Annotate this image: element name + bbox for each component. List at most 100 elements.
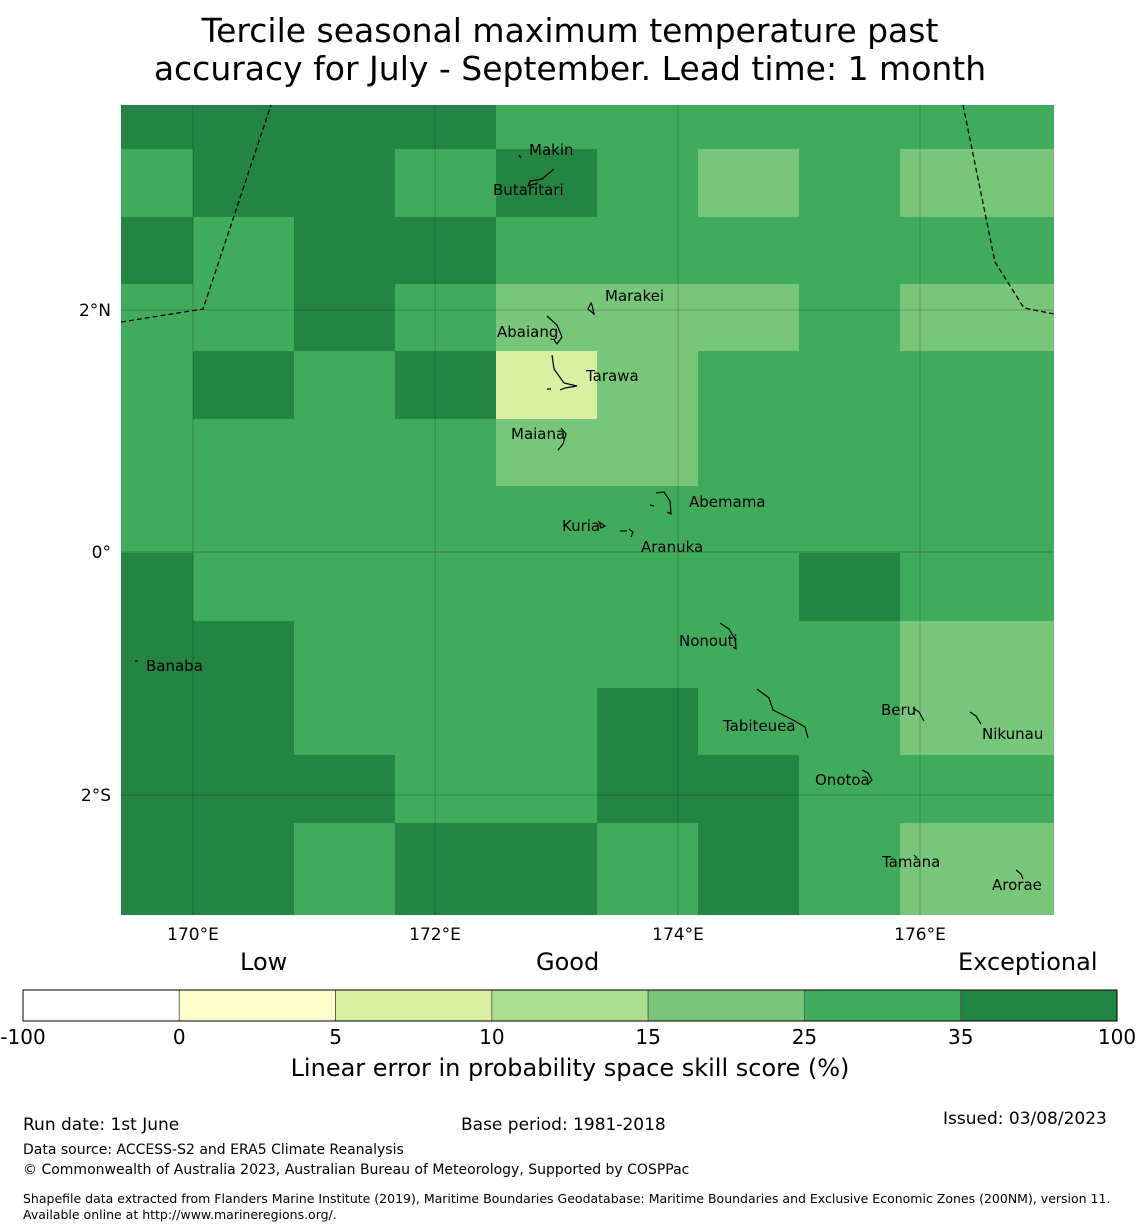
skill-cell — [1001, 890, 1054, 915]
skill-cell — [121, 486, 193, 553]
skill-cell — [698, 553, 799, 621]
skill-cell — [597, 890, 698, 915]
skill-cell — [193, 755, 294, 823]
skill-cell — [121, 823, 193, 890]
skill-cell — [698, 419, 799, 486]
skill-cell — [193, 823, 294, 890]
skill-cell — [395, 823, 496, 890]
skill-cell — [900, 823, 1001, 890]
skill-cell — [698, 351, 799, 419]
skill-cell — [597, 419, 698, 486]
skill-cell — [193, 688, 294, 755]
skill-cell — [1001, 486, 1054, 553]
skill-cell — [496, 149, 597, 217]
skill-cell — [799, 890, 900, 915]
skill-cell — [698, 149, 799, 217]
skill-cell — [900, 621, 1001, 688]
graticule — [121, 105, 1054, 915]
skill-cell — [395, 149, 496, 217]
x-tick-170e: 170°E — [167, 925, 219, 945]
skill-cell — [294, 621, 395, 688]
skill-cell — [496, 553, 597, 621]
colorbar-tick-label: 100 — [1098, 1025, 1136, 1049]
island-outline-nikunau — [969, 711, 982, 725]
skill-map: Makin Butaritari Marakei Abaiang Tarawa … — [0, 104, 1136, 1082]
skill-cell — [799, 486, 900, 553]
skill-cell — [900, 486, 1001, 553]
skill-cell — [597, 486, 698, 553]
skill-cell — [900, 105, 1001, 149]
eez-boundaries — [120, 104, 1055, 323]
skill-cell — [496, 688, 597, 755]
island-label-tabiteuea: Tabiteuea — [722, 717, 796, 735]
skill-cell — [395, 621, 496, 688]
skill-cell — [121, 621, 193, 688]
skill-cell — [121, 890, 193, 915]
skill-cell — [121, 217, 193, 284]
colorbar-swatch — [335, 989, 493, 1022]
skill-cell — [1001, 149, 1054, 217]
island-outline-makin — [518, 154, 522, 159]
skill-cell — [294, 419, 395, 486]
skill-cell — [395, 890, 496, 915]
island-outline-beru — [912, 707, 925, 722]
island-outline-abaiang — [546, 315, 563, 346]
skill-cell — [294, 284, 395, 351]
skill-cell — [597, 149, 698, 217]
skill-cell — [496, 419, 597, 486]
colorbar-category-low: Low — [240, 948, 288, 976]
skill-cell — [294, 105, 395, 149]
island-label-aranuka: Aranuka — [641, 538, 703, 556]
eez-boundary-east — [962, 104, 1055, 315]
skill-cell — [597, 105, 698, 149]
skill-cell — [1001, 621, 1054, 688]
skill-cell — [395, 217, 496, 284]
colorbar-category-good: Good — [536, 948, 600, 976]
skill-cell — [121, 419, 193, 486]
skill-cell — [193, 284, 294, 351]
island-label-onotoa: Onotoa — [815, 771, 870, 789]
skill-cell — [1001, 553, 1054, 621]
island-label-marakei: Marakei — [605, 287, 664, 305]
island-outline-nonouti — [719, 622, 737, 651]
map-title-line-2: accuracy for July - September. Lead time… — [153, 49, 987, 88]
island-outlines — [135, 154, 1024, 880]
skill-cell — [900, 419, 1001, 486]
island-label-banaba: Banaba — [146, 657, 203, 675]
skill-cell — [395, 419, 496, 486]
skill-cell — [799, 823, 900, 890]
skill-cell — [496, 755, 597, 823]
island-label-tarawa: Tarawa — [585, 367, 639, 385]
skill-cell — [900, 284, 1001, 351]
issued-date: Issued: 03/08/2023 — [943, 1109, 1107, 1129]
skill-cell — [496, 621, 597, 688]
skill-cell — [121, 284, 193, 351]
skill-cell — [193, 890, 294, 915]
island-outline-tamana — [913, 854, 918, 859]
skill-cell — [799, 149, 900, 217]
island-label-abemama: Abemama — [689, 493, 766, 511]
island-label-abaiang: Abaiang — [497, 323, 558, 341]
base-period: Base period: 1981-2018 — [461, 1115, 666, 1135]
skill-cell — [496, 823, 597, 890]
skill-cell — [597, 553, 698, 621]
skill-cell — [294, 755, 395, 823]
colorbar-tick-label: 0 — [173, 1025, 186, 1049]
skill-cell — [597, 351, 698, 419]
skill-cell — [1001, 688, 1054, 755]
colorbar-swatch — [960, 989, 1118, 1022]
skill-cell — [1001, 351, 1054, 419]
skill-cell — [193, 105, 294, 149]
island-outline-abemama — [649, 491, 672, 516]
colorbar-tick-label: 35 — [948, 1025, 973, 1049]
skill-cell — [799, 217, 900, 284]
skill-cell — [597, 217, 698, 284]
skill-cell — [900, 149, 1001, 217]
skill-cell — [395, 351, 496, 419]
skill-cell — [395, 688, 496, 755]
colorbar-category-exceptional: Exceptional — [958, 948, 1098, 976]
skill-cell — [1001, 823, 1054, 890]
eez-boundary-west — [120, 104, 272, 323]
island-label-makin: Makin — [529, 141, 574, 159]
skill-cell — [294, 351, 395, 419]
